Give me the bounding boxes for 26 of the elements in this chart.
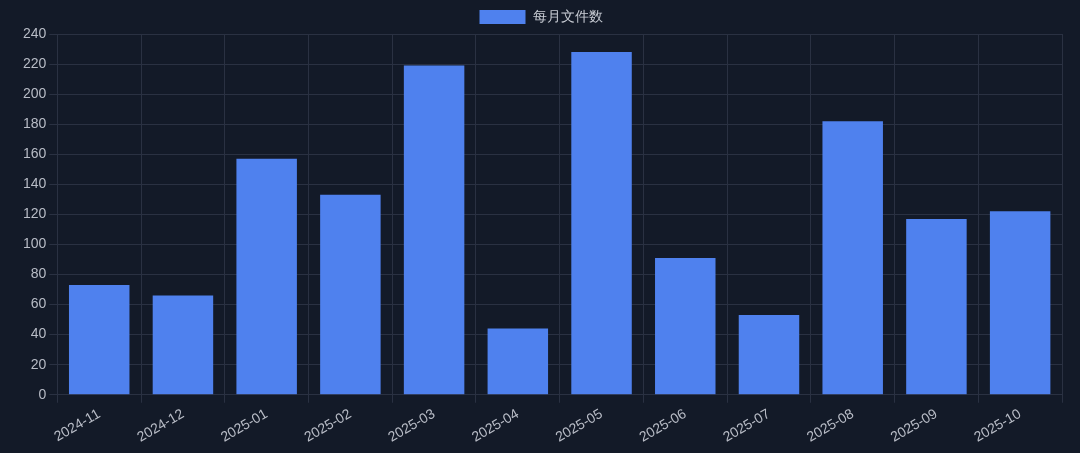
bar (571, 52, 632, 395)
y-tick-label: 80 (30, 265, 47, 282)
bar (152, 295, 214, 395)
y-tick-label: 100 (23, 235, 47, 252)
y-tick-label: 120 (23, 205, 47, 222)
bar (738, 315, 800, 395)
bar (236, 158, 297, 395)
bar (906, 218, 967, 395)
bar (989, 211, 1051, 395)
bar (487, 328, 549, 395)
y-tick-label: 0 (38, 385, 47, 402)
y-tick-label: 160 (23, 145, 47, 162)
y-tick-label: 180 (23, 115, 47, 132)
bar (320, 194, 381, 395)
y-tick-label: 220 (23, 54, 47, 71)
y-tick-label: 140 (23, 175, 47, 192)
y-tick-label: 200 (23, 84, 47, 101)
legend-label: 每月文件数 (532, 7, 603, 24)
y-tick-label: 40 (30, 325, 47, 342)
bar (655, 257, 716, 395)
y-tick-label: 240 (23, 24, 47, 41)
bar (822, 121, 883, 395)
y-tick-label: 20 (30, 355, 47, 372)
bar (68, 285, 130, 395)
bar (403, 65, 465, 395)
y-tick-label: 60 (30, 295, 47, 312)
